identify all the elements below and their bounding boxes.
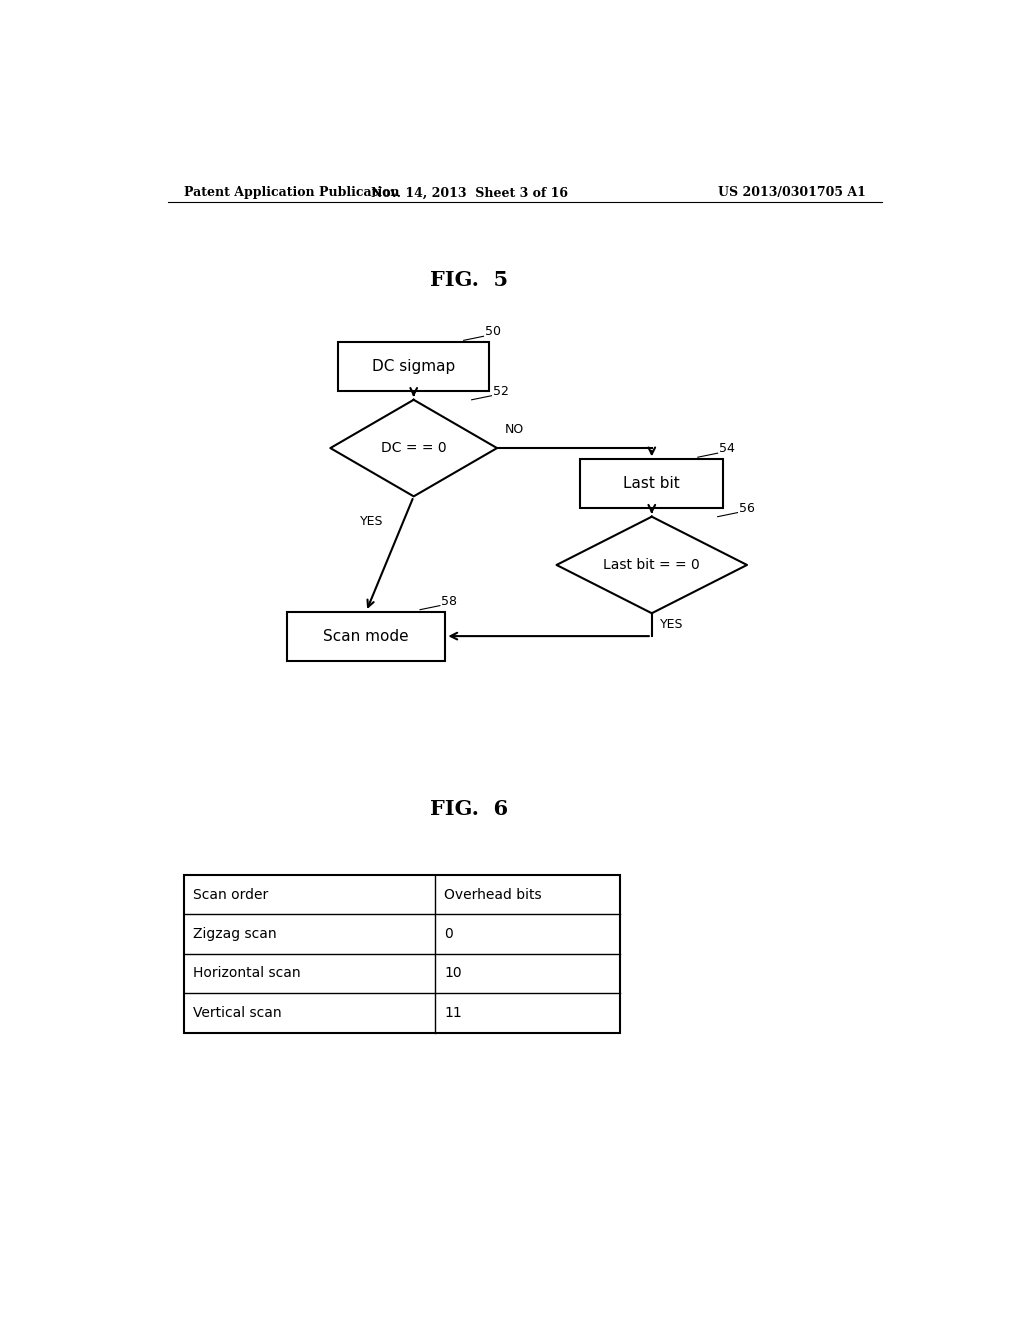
Text: 50: 50 [485, 325, 501, 338]
Text: Nov. 14, 2013  Sheet 3 of 16: Nov. 14, 2013 Sheet 3 of 16 [371, 186, 567, 199]
Text: Patent Application Publication: Patent Application Publication [183, 186, 399, 199]
Text: Last bit: Last bit [624, 477, 680, 491]
Text: 11: 11 [444, 1006, 462, 1020]
Text: DC sigmap: DC sigmap [372, 359, 456, 375]
Text: US 2013/0301705 A1: US 2013/0301705 A1 [718, 186, 866, 199]
Text: NO: NO [505, 422, 524, 436]
Text: Vertical scan: Vertical scan [194, 1006, 282, 1020]
Polygon shape [331, 400, 497, 496]
Text: FIG.  6: FIG. 6 [430, 799, 508, 818]
Text: Overhead bits: Overhead bits [444, 887, 542, 902]
Text: DC = = 0: DC = = 0 [381, 441, 446, 455]
Text: 56: 56 [739, 502, 755, 515]
FancyBboxPatch shape [581, 459, 723, 508]
Text: Horizontal scan: Horizontal scan [194, 966, 301, 981]
Text: 52: 52 [494, 384, 509, 397]
Text: 54: 54 [719, 442, 735, 455]
Text: Zigzag scan: Zigzag scan [194, 927, 276, 941]
FancyBboxPatch shape [338, 342, 489, 391]
Text: FIG.  5: FIG. 5 [430, 271, 508, 290]
Text: YES: YES [659, 618, 683, 631]
Polygon shape [557, 516, 748, 614]
Text: Last bit = = 0: Last bit = = 0 [603, 558, 700, 572]
Text: YES: YES [360, 515, 384, 528]
FancyBboxPatch shape [183, 875, 621, 1032]
Text: Scan mode: Scan mode [324, 628, 409, 644]
Text: 10: 10 [444, 966, 462, 981]
Text: 0: 0 [444, 927, 453, 941]
FancyBboxPatch shape [287, 611, 445, 660]
Text: 58: 58 [441, 594, 458, 607]
Text: Scan order: Scan order [194, 887, 268, 902]
